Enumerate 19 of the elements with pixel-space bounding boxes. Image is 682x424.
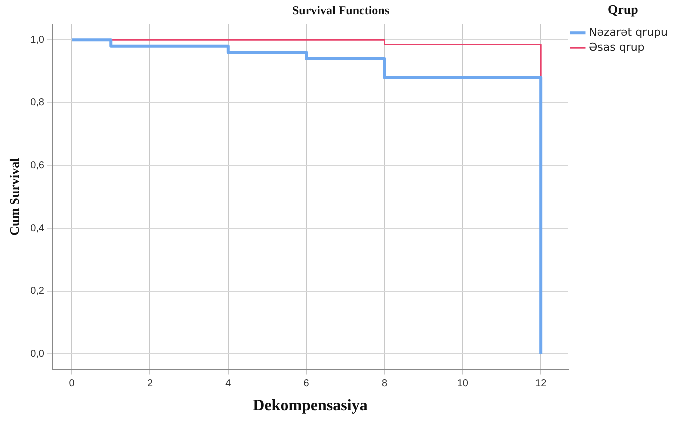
legend-label: Nəzarət qrupu	[588, 26, 668, 39]
x-tick-label: 12	[536, 378, 548, 390]
x-axis-title: Dekompensasiya	[253, 398, 368, 415]
x-tick-label: 2	[147, 378, 154, 390]
y-tick-label: 0,8	[30, 98, 45, 109]
x-tick-label: 10	[457, 378, 469, 390]
y-tick-label: 0,2	[30, 286, 45, 298]
y-tick-label: 0,6	[30, 160, 45, 172]
y-tick-label: 0,4	[30, 223, 45, 234]
legend-title: Qrup	[608, 2, 638, 17]
y-axis-title: Cum Survival	[7, 158, 22, 236]
chart-title: Survival Functions	[292, 3, 390, 18]
x-tick-label: 0	[69, 378, 76, 390]
y-tick-label: 0,0	[30, 348, 45, 360]
x-tick-label: 4	[226, 378, 232, 390]
y-tick-label: 1,0	[30, 34, 45, 46]
x-tick-label: 6	[304, 378, 310, 390]
legend-label: Əsas qrup	[588, 40, 645, 54]
x-tick-label: 8	[382, 378, 388, 390]
